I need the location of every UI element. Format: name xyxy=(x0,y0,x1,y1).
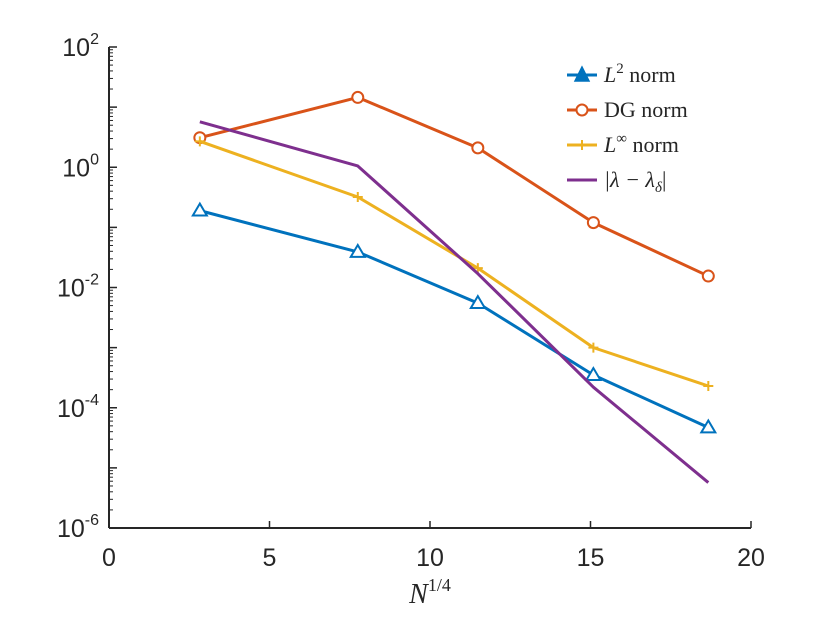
legend-entry: L∞ norm xyxy=(567,131,679,157)
series-3 xyxy=(199,120,710,484)
legend-label: L∞ norm xyxy=(603,131,679,157)
y-tick-label: 10-2 xyxy=(57,272,99,303)
legend-label: DG norm xyxy=(604,97,688,122)
series-group xyxy=(191,90,718,484)
legend-entry: DG norm xyxy=(567,97,688,122)
data-point-plus xyxy=(472,263,483,274)
data-point-plus xyxy=(588,342,599,353)
legend-entry: L2 norm xyxy=(567,61,676,87)
legend-swatch-triangle xyxy=(573,65,591,82)
data-point-circle xyxy=(701,269,715,283)
y-tick-label: 102 xyxy=(62,31,99,62)
data-point-circle xyxy=(575,103,589,117)
series-line xyxy=(199,120,710,484)
series-0 xyxy=(191,201,718,434)
data-point-triangle xyxy=(349,242,367,258)
y-tick-label: 10-4 xyxy=(57,392,99,423)
x-tick-label: 20 xyxy=(737,544,765,572)
data-point-plus xyxy=(352,192,363,203)
x-tick-label: 5 xyxy=(263,544,277,572)
legend-entry: |λ − λδ| xyxy=(567,167,666,196)
y-tick-label: 100 xyxy=(62,151,99,182)
y-tick-label: 10-6 xyxy=(57,512,99,543)
x-tick-label: 10 xyxy=(416,544,444,572)
data-point-circle xyxy=(471,141,485,155)
data-point-plus xyxy=(703,381,714,392)
legend: L2 norm DG norm L∞ norm |λ − λδ| xyxy=(567,61,688,196)
data-point-circle xyxy=(351,90,365,104)
data-point-plus xyxy=(577,140,587,150)
series-2 xyxy=(194,136,714,392)
data-point-triangle xyxy=(469,294,487,310)
x-axis-title-group: N1/4 xyxy=(408,575,451,610)
x-tick-label: 15 xyxy=(577,544,605,572)
data-point-triangle xyxy=(699,418,718,434)
data-point-plus xyxy=(194,136,205,147)
data-point-triangle xyxy=(584,366,603,381)
data-point-triangle xyxy=(191,201,209,217)
series-1 xyxy=(193,90,715,283)
legend-label: L2 norm xyxy=(603,61,676,87)
axes: 0 5 10 15 20 102 100 10-2 10-4 10-6 xyxy=(57,31,765,572)
x-axis-title: N1/4 xyxy=(408,575,451,610)
data-point-circle xyxy=(586,216,600,230)
x-tick-label: 0 xyxy=(102,544,116,572)
legend-label: |λ − λδ| xyxy=(604,167,666,196)
